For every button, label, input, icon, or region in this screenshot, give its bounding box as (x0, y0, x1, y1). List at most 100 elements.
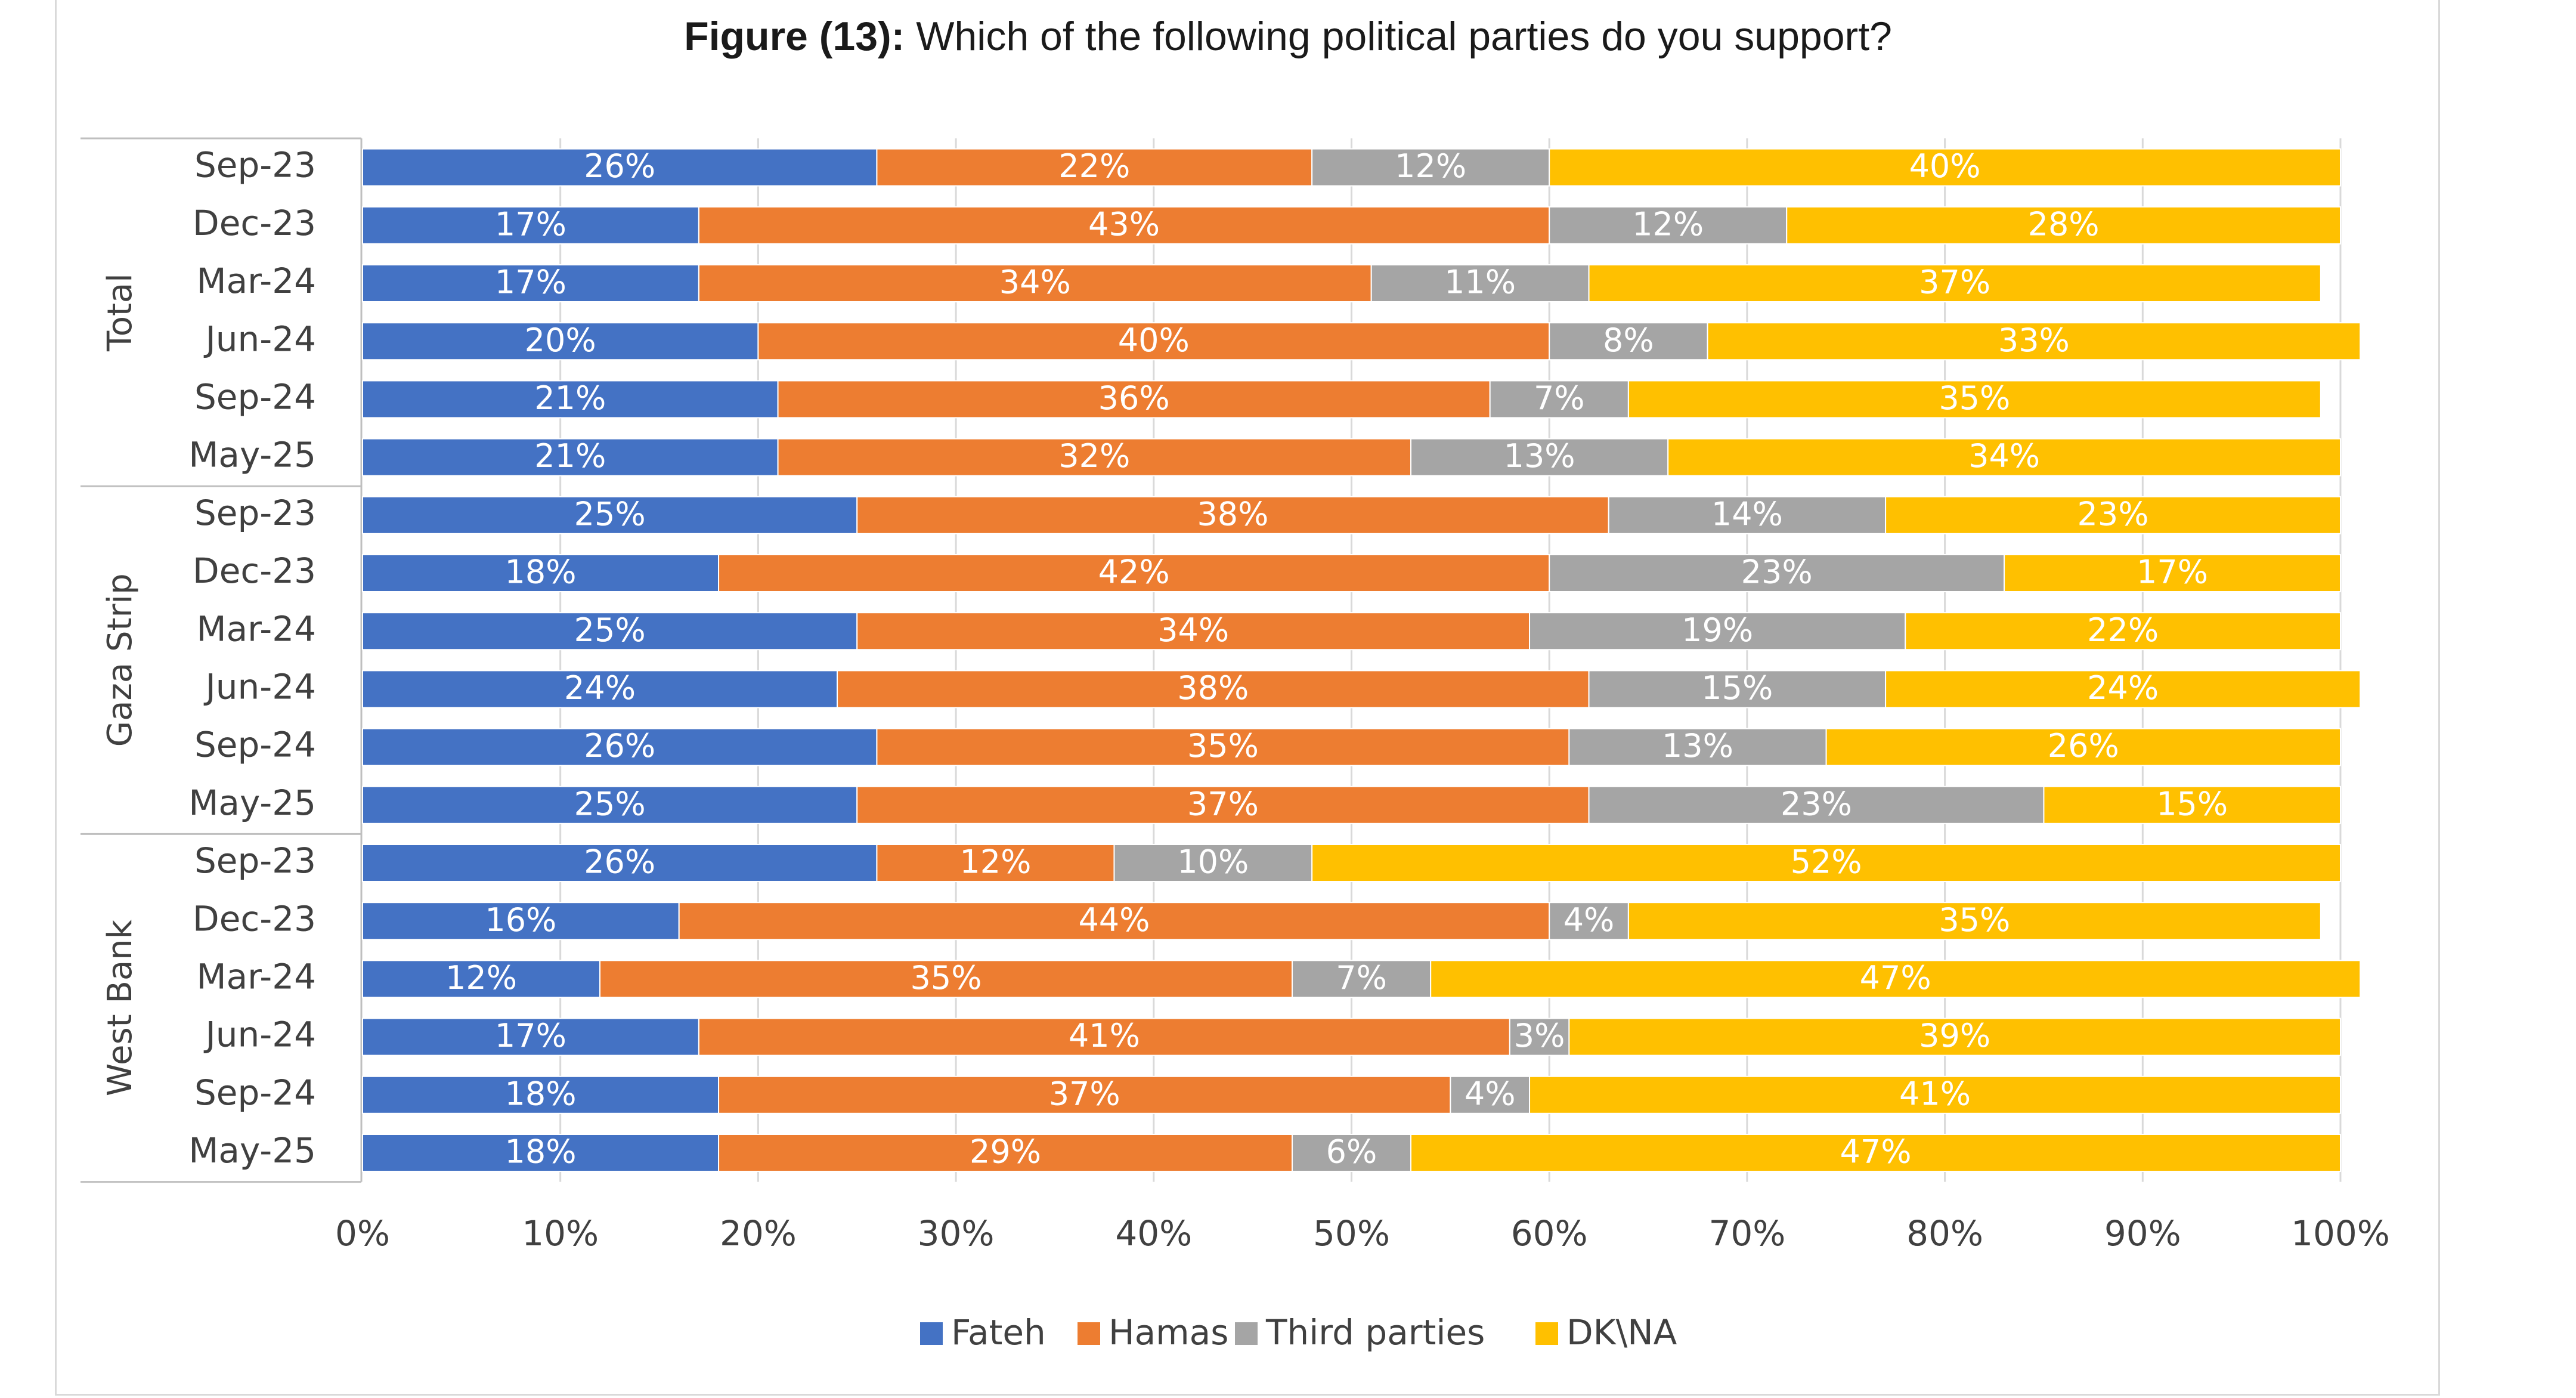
category-label: Sep-23 (194, 145, 316, 185)
data-label: 12% (959, 843, 1031, 881)
data-label: 32% (1058, 437, 1130, 475)
bar-segment (876, 844, 1115, 882)
legend-label: Hamas (1109, 1312, 1228, 1353)
data-label: 40% (1909, 147, 1981, 185)
bar-segment (777, 380, 1491, 419)
data-label: 7% (1534, 379, 1585, 417)
bar-segment (1410, 438, 1669, 477)
data-label: 17% (495, 1017, 566, 1054)
bar-segment (362, 1075, 720, 1114)
legend-swatch (920, 1322, 943, 1345)
data-label: 18% (505, 553, 577, 591)
bar-segment (1568, 1017, 2342, 1056)
category-label: Dec-23 (193, 203, 316, 243)
data-label: 8% (1603, 321, 1654, 359)
data-label: 12% (1632, 205, 1704, 243)
bar-segment (1549, 148, 2341, 187)
legend-label: Fateh (951, 1312, 1046, 1353)
data-label: 38% (1197, 495, 1268, 533)
data-label: 36% (1098, 379, 1170, 417)
bar-segment (1786, 206, 2341, 245)
data-label: 42% (1098, 553, 1170, 591)
bar-segment (1825, 728, 2342, 766)
bar-segment (1370, 264, 1590, 302)
bar-segment (1450, 1075, 1531, 1114)
data-label: 17% (495, 205, 566, 243)
data-label: 39% (1919, 1017, 1990, 1054)
data-label: 34% (1157, 611, 1229, 649)
x-tick-label: 50% (1313, 1213, 1390, 1254)
category-label: May-25 (188, 1130, 316, 1171)
data-label: 40% (1118, 321, 1190, 359)
data-label: 47% (1840, 1133, 1911, 1171)
data-label: 26% (2048, 727, 2119, 765)
data-label: 18% (505, 1133, 577, 1171)
data-label: 23% (2077, 495, 2149, 533)
bar-segment (362, 844, 878, 882)
data-label: 33% (1998, 321, 2070, 359)
data-label: 37% (1187, 785, 1259, 822)
data-label: 20% (525, 321, 596, 359)
data-label: 35% (1939, 901, 2010, 939)
bar-segment (678, 902, 1550, 941)
bar-segment (362, 612, 858, 651)
data-label: 35% (1187, 727, 1259, 765)
bar-segment (837, 670, 1590, 709)
data-label: 26% (584, 727, 655, 765)
x-tick-label: 100% (2291, 1213, 2390, 1254)
data-label: 37% (1919, 264, 1990, 301)
bar-segment (1588, 785, 2045, 824)
bar-segment (362, 670, 838, 709)
legend-swatch (1235, 1322, 1258, 1345)
bar-segment (718, 1134, 1293, 1172)
bar-segment (362, 554, 720, 592)
x-tick-label: 60% (1511, 1213, 1588, 1254)
bar-segment (757, 322, 1550, 361)
bar-segment (698, 1017, 1510, 1056)
data-label: 24% (2087, 669, 2159, 707)
bar-segment (876, 148, 1313, 187)
data-label: 47% (1860, 959, 1931, 997)
bar-segment (362, 438, 779, 477)
category-label: May-25 (188, 435, 316, 475)
data-label: 15% (2156, 785, 2228, 822)
data-label: 13% (1504, 437, 1575, 475)
data-label: 52% (1791, 843, 1862, 881)
bar-segment (1707, 322, 2361, 361)
data-label: 11% (1444, 264, 1516, 301)
bar-segment (362, 1134, 720, 1172)
data-label: 28% (2028, 205, 2100, 243)
x-tick-label: 70% (1708, 1213, 1785, 1254)
bar-segment (1410, 1134, 2341, 1172)
data-label: 35% (910, 959, 982, 997)
bar-segment (718, 1075, 1451, 1114)
data-label: 44% (1078, 901, 1150, 939)
data-label: 34% (1968, 437, 2040, 475)
legend-label: Third parties (1265, 1312, 1485, 1353)
bar-segment (599, 960, 1293, 998)
bar-segment (362, 380, 779, 419)
bar-segment (876, 728, 1570, 766)
bar-segment (698, 264, 1372, 302)
data-label: 37% (1049, 1075, 1120, 1112)
data-label: 41% (1899, 1075, 1971, 1112)
bar-segment (362, 1017, 699, 1056)
category-label: Mar-24 (197, 261, 316, 301)
data-label: 26% (584, 843, 655, 881)
data-label: 12% (445, 959, 517, 997)
figure-label: Figure (13): (684, 14, 905, 59)
data-label: 17% (2137, 553, 2208, 591)
bar-segment (1667, 438, 2341, 477)
group-label: West Bank (101, 919, 140, 1096)
data-label: 25% (574, 611, 646, 649)
data-label: 24% (564, 669, 636, 707)
bar-segment (362, 148, 878, 187)
data-label: 15% (1701, 669, 1773, 707)
data-label: 21% (534, 437, 606, 475)
category-label: Sep-23 (194, 840, 316, 881)
data-label: 3% (1514, 1017, 1565, 1054)
bar-segment (1885, 496, 2342, 534)
data-label: 12% (1395, 147, 1466, 185)
bar-segment (1549, 206, 1788, 245)
category-label: Mar-24 (197, 957, 316, 997)
